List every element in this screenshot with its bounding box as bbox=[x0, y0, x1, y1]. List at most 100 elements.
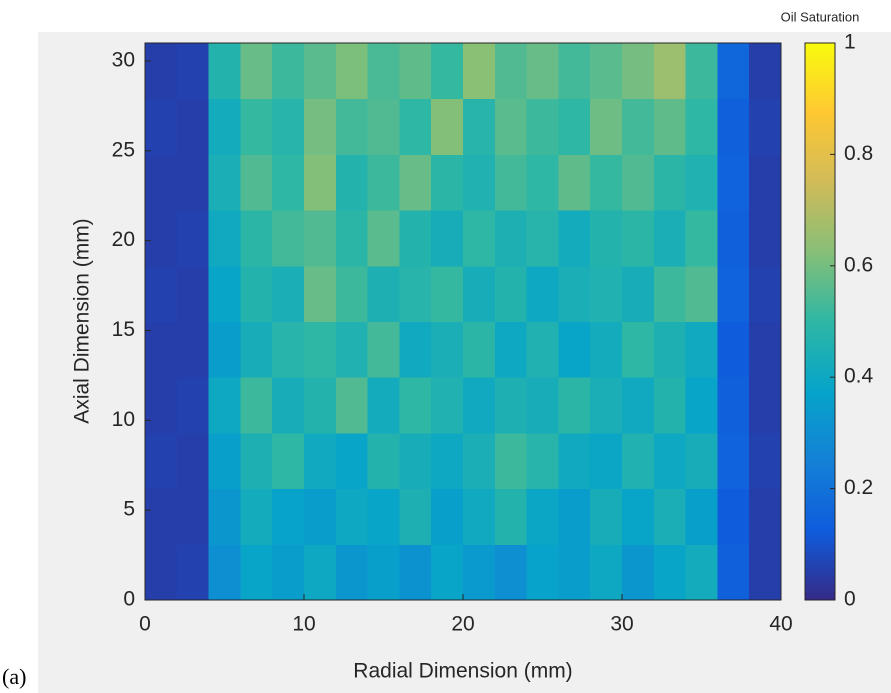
heatmap-cell bbox=[526, 488, 559, 545]
heatmap-cell bbox=[272, 154, 305, 211]
heatmap-cell bbox=[463, 43, 496, 100]
heatmap-cell bbox=[304, 265, 337, 322]
heatmap-cell bbox=[208, 98, 241, 155]
x-tick-label: 0 bbox=[139, 613, 151, 636]
heatmap-cell bbox=[590, 488, 623, 545]
heatmap-cell bbox=[749, 98, 782, 155]
heatmap-cell bbox=[717, 377, 750, 434]
heatmap-cell bbox=[240, 98, 273, 155]
heatmap-cell bbox=[431, 265, 464, 322]
heatmap-cell bbox=[685, 488, 718, 545]
colorbar-tick-label: 1 bbox=[844, 31, 856, 54]
heatmap-cell bbox=[463, 321, 496, 378]
heatmap-cell bbox=[526, 377, 559, 434]
heatmap-cell bbox=[304, 98, 337, 155]
heatmap-cell bbox=[176, 432, 210, 490]
heatmap-cell bbox=[176, 488, 210, 545]
heatmap-cell bbox=[145, 210, 178, 267]
heatmap-cell bbox=[208, 321, 241, 378]
heatmap-cell bbox=[208, 377, 241, 434]
heatmap-cell bbox=[176, 98, 210, 155]
x-tick-label: 30 bbox=[610, 613, 633, 636]
heatmap-cell bbox=[749, 544, 782, 601]
heatmap-cell bbox=[399, 43, 432, 100]
heatmap-cell bbox=[590, 432, 623, 490]
heatmap-cell bbox=[590, 43, 623, 100]
heatmap-cell bbox=[463, 98, 496, 155]
heatmap-cell bbox=[558, 98, 591, 155]
colorbar-tick-label: 0.8 bbox=[844, 142, 873, 165]
heatmap-cell bbox=[590, 98, 623, 155]
heatmap-cell bbox=[558, 43, 591, 100]
heatmap-cell bbox=[749, 321, 782, 378]
heatmap-cell bbox=[367, 377, 400, 434]
heatmap-cell bbox=[145, 321, 178, 378]
colorbar-tick-label: 0.2 bbox=[844, 476, 873, 499]
x-tick-label: 20 bbox=[451, 613, 474, 636]
heatmap-cell bbox=[622, 210, 655, 267]
heatmap-cell bbox=[240, 377, 273, 434]
heatmap-cell bbox=[653, 432, 687, 490]
heatmap-cell bbox=[431, 154, 464, 211]
heatmap-cell bbox=[685, 321, 718, 378]
heatmap-cell bbox=[399, 154, 432, 211]
heatmap-cell bbox=[304, 154, 337, 211]
heatmap-cell bbox=[176, 544, 210, 601]
heatmap-cell bbox=[717, 154, 750, 211]
y-tick-label: 30 bbox=[112, 49, 135, 72]
heatmap-cell bbox=[653, 265, 687, 322]
heatmap-cell bbox=[717, 432, 750, 490]
heatmap-cell bbox=[367, 488, 400, 545]
heatmap-cell bbox=[335, 43, 369, 100]
heatmap-cell bbox=[622, 321, 655, 378]
heatmap-cell bbox=[335, 377, 369, 434]
heatmap-cell bbox=[145, 432, 178, 490]
heatmap-cell bbox=[463, 210, 496, 267]
heatmap-cell bbox=[145, 265, 178, 322]
heatmap-cell bbox=[717, 210, 750, 267]
heatmap-cell bbox=[653, 210, 687, 267]
heatmap-cell bbox=[749, 432, 782, 490]
heatmap-cell bbox=[590, 265, 623, 322]
heatmap-cell bbox=[526, 265, 559, 322]
heatmap-cell bbox=[304, 432, 337, 490]
heatmap-cell bbox=[145, 43, 178, 100]
heatmap-cell bbox=[717, 265, 750, 322]
heatmap-cell bbox=[208, 488, 241, 545]
heatmap-cell bbox=[399, 98, 432, 155]
heatmap-cell bbox=[590, 544, 623, 601]
heatmap-cell bbox=[558, 154, 591, 211]
heatmap-cell bbox=[367, 98, 400, 155]
heatmap-cell bbox=[558, 210, 591, 267]
heatmap-cell bbox=[304, 544, 337, 601]
heatmap-cell bbox=[431, 377, 464, 434]
heatmap-cell bbox=[653, 544, 687, 601]
heatmap-cell bbox=[272, 210, 305, 267]
heatmap-cell bbox=[749, 488, 782, 545]
heatmap-cell bbox=[399, 321, 432, 378]
heatmap-cell bbox=[749, 265, 782, 322]
heatmap-cell bbox=[653, 488, 687, 545]
heatmap-cell bbox=[176, 321, 210, 378]
heatmap-cell bbox=[208, 43, 241, 100]
heatmap-cell bbox=[145, 377, 178, 434]
heatmap-cell bbox=[622, 488, 655, 545]
heatmap-cell bbox=[463, 154, 496, 211]
heatmap-cell bbox=[526, 432, 559, 490]
heatmap-cell bbox=[463, 377, 496, 434]
heatmap-cell bbox=[558, 488, 591, 545]
heatmap-cell bbox=[176, 265, 210, 322]
heatmap-cell bbox=[335, 544, 369, 601]
heatmap-cell bbox=[240, 488, 273, 545]
heatmap-cell bbox=[717, 98, 750, 155]
heatmap-cell bbox=[304, 210, 337, 267]
heatmap-cell bbox=[208, 210, 241, 267]
heatmap-cell bbox=[367, 321, 400, 378]
heatmap-cell bbox=[335, 98, 369, 155]
heatmap-cell bbox=[335, 265, 369, 322]
heatmap-cell bbox=[526, 210, 559, 267]
heatmap-cell bbox=[463, 265, 496, 322]
heatmap-cell bbox=[685, 265, 718, 322]
heatmap-cell bbox=[367, 432, 400, 490]
